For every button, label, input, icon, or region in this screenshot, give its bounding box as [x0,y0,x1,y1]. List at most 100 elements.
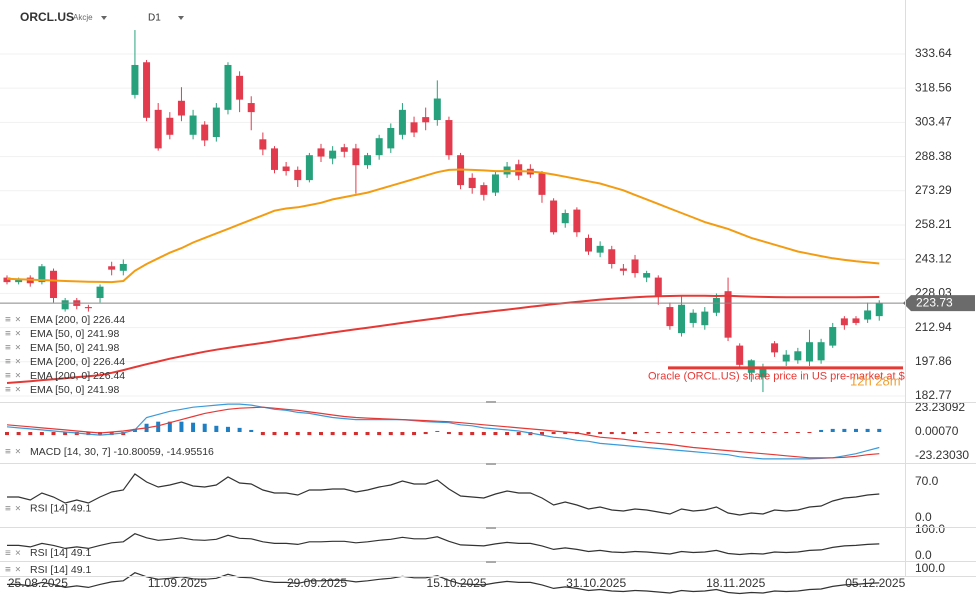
candle-body [596,245,604,253]
candle-body [119,263,127,271]
candle-body [270,148,278,170]
y-tick-label: 100.0 [915,522,945,536]
candle-body [771,343,779,353]
macd-histogram-bar [598,432,603,435]
macd-histogram-bar [726,432,731,434]
legend-entry: EMA [200, 0] 226.44 [30,356,125,368]
legend-close-icon[interactable]: × [15,315,21,326]
legend-close-icon[interactable]: × [15,504,21,515]
macd-histogram-bar [842,428,847,433]
candle-body [15,279,23,283]
candle-body [736,345,744,365]
candle-body [805,342,813,362]
candle-body [224,64,232,110]
candle-body [212,107,220,138]
macd-histogram-bar [458,432,463,436]
price-tag [903,295,975,312]
macd-histogram-bar [505,432,510,436]
macd-histogram-bar [400,432,405,436]
legend-close-icon[interactable]: × [15,343,21,354]
candle-body [433,98,441,121]
legend-menu-icon: ≡ [5,504,11,515]
macd-histogram-bar [365,432,370,436]
macd-histogram-bar [772,432,777,434]
legend-entry: EMA [200, 0] 226.44 [30,314,125,326]
dropdown-arrow[interactable] [178,16,184,20]
price-tag-label: 223.73 [916,295,953,309]
macd-histogram-bar [446,432,451,435]
macd-histogram-bar [5,432,9,436]
legend-close-icon[interactable]: × [15,371,21,382]
legend-close-icon[interactable]: × [15,357,21,368]
overlay: 333.64 318.56 303.47 288.38 273.29 258.21 243.… [5,46,975,590]
macd-histogram-bar [691,432,696,434]
candle-body [387,127,395,149]
candle-body [329,150,337,159]
legend-close-icon[interactable]: × [15,385,21,396]
candle-body [852,318,860,323]
candle-body [108,266,116,270]
x-tick-label: 18.11.2025 [706,576,765,590]
candle-body [724,291,732,338]
macd-histogram-bar [539,432,544,436]
macd-histogram-bar [493,432,498,436]
macd-histogram-bar [470,432,475,436]
macd-histogram-bar [586,432,591,435]
candle-body [538,173,546,195]
macd-histogram-bar [784,432,789,434]
macd-histogram-bar [388,432,393,436]
legend-close-icon[interactable]: × [15,565,21,576]
macd-histogram-bar [51,432,56,436]
macd-histogram-bar [249,429,254,433]
symbol[interactable]: ORCL.US [20,10,74,24]
candle-body [678,304,686,334]
candle-body [96,286,104,298]
macd-histogram-bar [702,432,707,434]
x-tick-label: 15.10.2025 [427,576,487,590]
y-tick-label: 0.0 [915,548,932,562]
macd-histogram-bar [307,432,312,436]
legend-entry: RSI [14] 49.1 [30,564,91,576]
candle-body [236,75,244,100]
x-tick-label: 29.09.2025 [287,576,347,590]
candle-body [701,311,709,326]
x-tick-label: 11.09.2025 [148,576,207,590]
candle-body [259,139,267,150]
candle-body [561,212,569,224]
candle-body [515,164,523,176]
macd-histogram-bar [644,432,649,434]
annotation-text: Oracle (ORCL.US) share price in US pre-m… [648,371,911,383]
resize-handles[interactable] [486,401,496,563]
x-tick-label: 05.12.2025 [845,576,905,590]
candle-body [398,109,406,135]
legend-menu-icon: ≡ [5,447,11,458]
rsi-line [7,572,880,595]
candle-body [247,103,255,113]
macd-histogram-bar [191,422,196,433]
y-tick-label: 0.0 [915,510,932,524]
dropdown-arrow[interactable] [101,16,107,20]
candle-body [759,368,767,378]
candle-body [375,138,383,156]
y-tick-label: 100.0 [915,561,945,575]
macd-histogram-bar [272,432,277,436]
candle-body [166,117,174,135]
legend-entry: EMA [200, 0] 226.44 [30,370,125,382]
macd-histogram-bar [807,432,812,434]
macd-histogram-bar [877,428,882,433]
legend-close-icon[interactable]: × [15,447,21,458]
candle-body [422,117,430,123]
y-tick-label: 258.21 [915,217,952,231]
legend-close-icon[interactable]: × [15,548,21,559]
legend-menu-icon: ≡ [5,385,11,396]
interval[interactable]: D1 [148,13,161,24]
candle-body [3,277,11,283]
macd-histogram-bar [260,432,265,436]
candle-body [608,249,616,264]
legend-close-icon[interactable]: × [15,329,21,340]
candle-body [131,64,139,95]
candle-body [864,310,872,320]
y-tick-label: 23.23092 [915,400,965,414]
